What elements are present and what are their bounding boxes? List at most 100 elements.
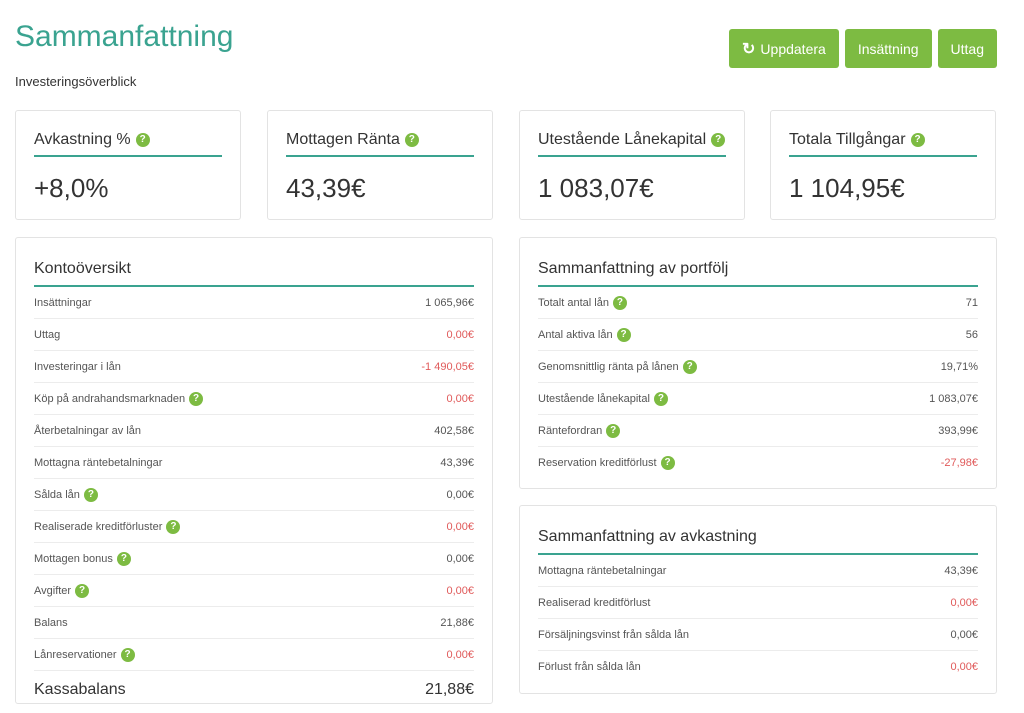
account-rows: Insättningar 1 065,96€ Uttag 0,00€ Investe…	[34, 287, 474, 709]
help-icon[interactable]: ?	[83, 487, 98, 502]
stat-label: Utestående Lånekapital	[538, 131, 707, 148]
help-icon[interactable]: ?	[120, 647, 135, 662]
help-icon[interactable]: ?	[653, 391, 668, 406]
row-value: 0,00€	[950, 660, 978, 673]
row-label-text: Realiserade kreditförluster	[34, 520, 163, 533]
row-value: 71	[965, 296, 978, 309]
row-value: 21,88€	[440, 616, 474, 629]
help-icon[interactable]: ?	[910, 133, 925, 147]
returns-summary-title: Sammanfattning av avkastning	[538, 506, 978, 555]
help-icon[interactable]: ?	[606, 423, 621, 438]
row-label: Mottagna räntebetalningar	[538, 564, 667, 577]
row-value: 43,39€	[944, 564, 978, 577]
stat-label: Avkastning %	[34, 131, 131, 148]
table-row: Utestående lånekapital? 1 083,07€	[538, 383, 978, 415]
portfolio-summary-title: Sammanfattning av portfölj	[538, 238, 978, 287]
row-label: Realiserade kreditförluster?	[34, 519, 181, 534]
portfolio-rows: Totalt antal lån? 71 Antal aktiva lån? 56 …	[538, 287, 978, 478]
help-icon[interactable]: ?	[616, 327, 631, 342]
row-value: 0,00€	[446, 552, 474, 565]
table-row: Avgifter? 0,00€	[34, 575, 474, 607]
row-value: 0,00€	[446, 648, 474, 661]
table-row: Försäljningsvinst från sålda lån 0,00€	[538, 619, 978, 651]
table-row: Reservation kreditförlust? -27,98€	[538, 447, 978, 478]
row-label: Investeringar i lån	[34, 360, 121, 373]
table-row: Insättningar 1 065,96€	[34, 287, 474, 319]
row-value: 43,39€	[440, 456, 474, 469]
stat-card-return: Avkastning % ? +8,0%	[15, 110, 241, 220]
row-label-text: Räntefordran	[538, 424, 603, 437]
row-label-text: Genomsnittlig ränta på lånen	[538, 360, 679, 373]
row-label: Sålda lån?	[34, 487, 98, 502]
total-row: Kassabalans 21,88€	[34, 671, 474, 709]
stat-label: Totala Tillgångar	[789, 131, 906, 148]
row-label: Antal aktiva lån?	[538, 327, 631, 342]
help-icon[interactable]: ?	[75, 583, 90, 598]
table-row: Totalt antal lån? 71	[538, 287, 978, 319]
stat-value: +8,0%	[34, 173, 109, 203]
row-label-text: Totalt antal lån	[538, 296, 609, 309]
stat-card-outstanding: Utestående Lånekapital ? 1 083,07€	[519, 110, 745, 220]
stat-card-total-assets: Totala Tillgångar ? 1 104,95€	[770, 110, 996, 220]
account-overview-title: Kontoöversikt	[34, 238, 474, 287]
stat-header: Totala Tillgångar ?	[789, 131, 977, 157]
account-overview-card: Kontoöversikt Insättningar 1 065,96€ Utta…	[15, 237, 493, 704]
help-icon[interactable]: ?	[660, 455, 675, 470]
row-label: Reservation kreditförlust?	[538, 455, 675, 470]
help-icon[interactable]: ?	[166, 519, 181, 534]
help-icon[interactable]: ?	[135, 133, 150, 147]
row-value: 0,00€	[446, 584, 474, 597]
stat-header: Utestående Lånekapital ?	[538, 131, 726, 157]
row-value: 0,00€	[446, 520, 474, 533]
withdraw-button[interactable]: Uttag	[937, 29, 997, 68]
help-icon[interactable]: ?	[116, 551, 131, 566]
row-value: 0,00€	[950, 596, 978, 609]
row-label: Mottagen bonus?	[34, 551, 131, 566]
table-row: Räntefordran? 393,99€	[538, 415, 978, 447]
row-label: Avgifter?	[34, 583, 90, 598]
row-value: -27,98€	[940, 456, 978, 469]
stat-value: 1 104,95€	[789, 173, 905, 203]
row-label: Utestående lånekapital?	[538, 391, 668, 406]
returns-rows: Mottagna räntebetalningar 43,39€ Realiser…	[538, 555, 978, 682]
help-icon[interactable]: ?	[189, 391, 204, 406]
table-row: Realiserad kreditförlust 0,00€	[538, 587, 978, 619]
stat-value: 43,39€	[286, 173, 366, 203]
row-value: 0,00€	[446, 392, 474, 405]
refresh-button[interactable]: ↻ Uppdatera	[729, 29, 839, 68]
total-value: 21,88€	[425, 681, 474, 698]
table-row: Förlust från sålda lån 0,00€	[538, 651, 978, 682]
row-label: Realiserad kreditförlust	[538, 596, 651, 609]
table-row: Antal aktiva lån? 56	[538, 319, 978, 351]
table-row: Genomsnittlig ränta på lånen? 19,71%	[538, 351, 978, 383]
page-title: Sammanfattning	[15, 20, 234, 53]
row-value: 56	[965, 328, 978, 341]
deposit-button[interactable]: Insättning	[844, 29, 932, 68]
table-row: Balans 21,88€	[34, 607, 474, 639]
returns-summary-card: Sammanfattning av avkastning Mottagna rä…	[519, 505, 997, 694]
row-label: Försäljningsvinst från sålda lån	[538, 628, 690, 641]
row-value: 0,00€	[446, 488, 474, 501]
row-label: Uttag	[34, 328, 61, 341]
row-label: Totalt antal lån?	[538, 295, 627, 310]
row-label: Insättningar	[34, 296, 92, 309]
stat-label: Mottagen Ränta	[286, 131, 400, 148]
table-row: Mottagna räntebetalningar 43,39€	[34, 447, 474, 479]
row-value: 1 065,96€	[425, 296, 474, 309]
table-row: Återbetalningar av lån 402,58€	[34, 415, 474, 447]
row-label: Förlust från sålda lån	[538, 660, 641, 673]
help-icon[interactable]: ?	[682, 359, 697, 374]
help-icon[interactable]: ?	[612, 295, 627, 310]
stat-header: Avkastning % ?	[34, 131, 222, 157]
total-label: Kassabalans	[34, 681, 126, 698]
help-icon[interactable]: ?	[711, 133, 726, 147]
page-subtitle: Investeringsöverblick	[15, 74, 137, 89]
table-row: Lånreservationer? 0,00€	[34, 639, 474, 671]
help-icon[interactable]: ?	[404, 133, 419, 147]
row-label: Mottagna räntebetalningar	[34, 456, 163, 469]
row-label-text: Sålda lån	[34, 488, 80, 501]
row-value: 393,99€	[938, 424, 978, 437]
stat-value: 1 083,07€	[538, 173, 654, 203]
row-label-text: Utestående lånekapital	[538, 392, 650, 405]
row-value: -1 490,05€	[421, 360, 474, 373]
